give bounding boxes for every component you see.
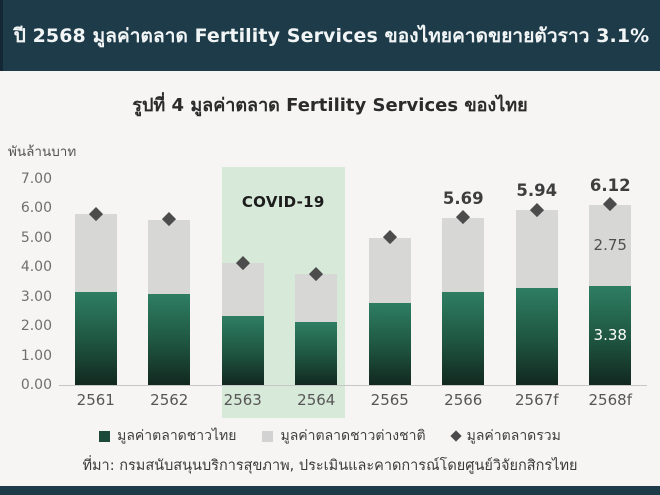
headline-banner: ปี 2568 มูลค่าตลาด Fertility Services ขอ… [0, 0, 660, 71]
stacked-bar [221, 263, 264, 385]
foreign-market-segment [74, 214, 117, 292]
foreign-market-segment [515, 210, 558, 289]
bar-group-2565 [353, 179, 427, 385]
figure-title: รูปที่ 4 มูลค่าตลาด Fertility Services ข… [132, 95, 528, 116]
diamond-swatch-icon [449, 430, 462, 442]
total-value-label: 5.69 [442, 188, 484, 208]
foreign-market-segment [295, 274, 338, 322]
foreign-market-segment [442, 217, 485, 293]
legend-label: มูลค่าตลาดชาวต่างชาติ [280, 428, 426, 444]
y-tick-label: 4.00 [20, 259, 52, 276]
thai-market-segment [74, 291, 117, 385]
legend-item-foreign-market: มูลค่าตลาดชาวต่างชาติ [262, 425, 426, 447]
total-value-label: 6.12 [589, 175, 631, 195]
y-tick-label: 3.00 [20, 288, 52, 305]
x-tick-label-2565: 2565 [370, 391, 409, 409]
bars-area: COVID-19 5.69 5.94 3.38 2.75 6.12 [59, 167, 648, 418]
legend-item-thai-market: มูลค่าตลาดชาวไทย [99, 425, 236, 447]
thai-market-segment: 3.38 [589, 285, 632, 385]
stacked-bar [442, 217, 485, 385]
y-tick-label: 7.00 [20, 171, 52, 187]
green-square-swatch-icon [99, 430, 111, 442]
foreign-market-segment: 2.75 [589, 204, 632, 286]
bar-group-2567f: 5.94 [500, 179, 574, 385]
bar-group-2564 [280, 179, 354, 385]
bar-group-2561 [59, 179, 133, 385]
bottom-divider [0, 486, 660, 495]
bar-group-2562 [133, 179, 207, 385]
y-tick-label: 6.00 [20, 200, 52, 217]
y-tick-label: 5.00 [20, 229, 52, 246]
bar-group-2563 [206, 179, 280, 385]
bar-group-2566: 5.69 [427, 179, 501, 385]
thai-segment-value-label: 3.38 [593, 326, 627, 345]
y-axis-unit-label: พันล้านบาท [8, 144, 77, 160]
thai-market-segment [442, 292, 485, 385]
y-axis: 0.00 1.00 2.00 3.00 4.00 5.00 6.00 7.00 [0, 160, 52, 420]
x-tick-label-2562: 2562 [150, 391, 189, 409]
chart: 0.00 1.00 2.00 3.00 4.00 5.00 6.00 7.00 COVID-1… [0, 160, 660, 420]
x-tick-label-2566: 2566 [444, 391, 483, 409]
y-tick-label: 1.00 [20, 347, 52, 364]
thai-market-segment [295, 321, 338, 385]
x-tick-label-2561: 2561 [76, 391, 115, 409]
stacked-bar [74, 214, 117, 385]
y-tick-label: 0.00 [20, 377, 52, 393]
x-tick-label-2567f: 2567f [515, 391, 559, 409]
foreign-market-segment [221, 263, 264, 316]
stacked-bar: 3.38 2.75 [589, 204, 632, 385]
stacked-bar [148, 219, 191, 385]
total-value-label: 5.94 [516, 181, 558, 201]
x-tick-label-2568f: 2568f [588, 391, 632, 409]
thai-market-segment [221, 315, 264, 385]
thai-market-segment [148, 293, 191, 385]
covid-annotation-label: COVID-19 [241, 193, 325, 211]
stacked-bar [515, 210, 558, 385]
foreign-market-segment [368, 237, 411, 304]
foreign-market-segment [148, 219, 191, 294]
x-axis-line [59, 385, 647, 386]
stacked-bar [368, 237, 411, 385]
bar-group-2568f: 3.38 2.75 6.12 [574, 175, 648, 385]
bar-slots: 5.69 5.94 3.38 2.75 6.12 [59, 175, 648, 385]
headline-text: ปี 2568 มูลค่าตลาด Fertility Services ขอ… [13, 24, 650, 47]
x-tick-label-2564: 2564 [297, 391, 336, 409]
y-tick-label: 2.00 [20, 318, 52, 335]
source-note: ที่มา: กรมสนับสนุนบริการสุขภาพ, ประเมินแ… [82, 458, 578, 474]
stacked-bar [295, 274, 338, 385]
foreign-segment-value-label: 2.75 [593, 236, 627, 255]
legend-label: มูลค่าตลาดชาวไทย [117, 428, 237, 444]
gray-square-swatch-icon [262, 430, 274, 442]
thai-market-segment [368, 303, 411, 385]
thai-market-segment [515, 288, 558, 385]
legend-item-total-market: มูลค่าตลาดรวม [449, 425, 561, 447]
x-tick-label-2563: 2563 [223, 391, 262, 409]
x-axis: 2561 2562 2563 2564 2565 2566 2567f 2568f [59, 391, 647, 409]
legend-label: มูลค่าตลาดรวม [466, 428, 561, 444]
legend: มูลค่าตลาดชาวไทย มูลค่าตลาดชาวต่างชาติ ม… [0, 425, 660, 447]
